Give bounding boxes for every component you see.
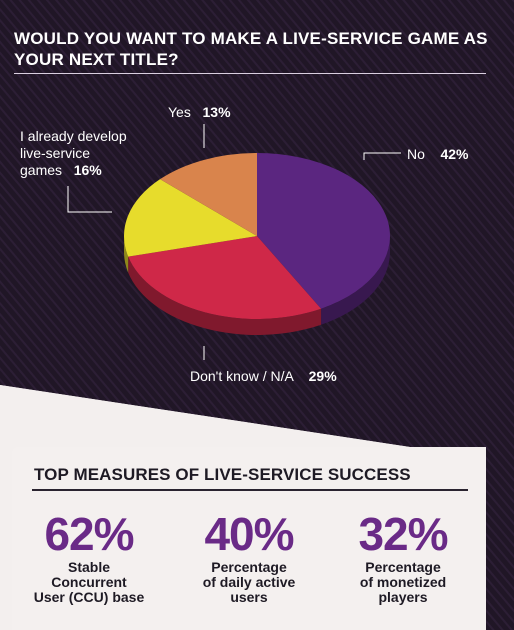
metric-monetized-desc: Percentage of monetized players bbox=[328, 560, 478, 605]
label-already-pct: 16% bbox=[73, 162, 102, 178]
measures-title: TOP MEASURES OF LIVE-SERVICE SUCCESS bbox=[34, 465, 411, 484]
label-yes: Yes 13% bbox=[168, 104, 231, 121]
pie-slice-i-already-develop-live-service-games bbox=[124, 179, 257, 257]
chart-title: WOULD YOU WANT TO MAKE A LIVE-SERVICE GA… bbox=[14, 29, 488, 69]
label-no: No 42% bbox=[407, 146, 469, 163]
pie-slice-yes bbox=[160, 153, 257, 236]
metric-ccu-line1: Stable bbox=[67, 559, 110, 575]
label-already: I already develop live-service games 16% bbox=[20, 128, 127, 179]
metric-ccu: 62% Stable Concurrent User (CCU) base bbox=[14, 509, 164, 605]
label-dontknow-pct: 29% bbox=[308, 368, 337, 384]
metric-dau-desc: Percentage of daily active users bbox=[174, 560, 324, 605]
pie-chart bbox=[67, 124, 401, 360]
label-already-line1: I already develop bbox=[20, 128, 127, 144]
label-no-pct: 42% bbox=[440, 146, 469, 162]
metric-monetized: 32% Percentage of monetized players bbox=[328, 509, 478, 605]
pie-slice-don-t-know-n-a bbox=[128, 236, 322, 319]
metric-dau-line2: of daily active bbox=[202, 574, 296, 590]
metric-monetized-line3: players bbox=[378, 589, 428, 605]
pie-side-i-already-develop-live-service-games bbox=[124, 236, 129, 273]
metric-dau-line3: users bbox=[230, 589, 268, 605]
metric-ccu-value: 62% bbox=[44, 508, 134, 560]
pie-side-don-t-know-n-a bbox=[128, 256, 322, 336]
label-dontknow: Don't know / N/A 29% bbox=[190, 368, 337, 385]
label-already-line2: live-service bbox=[20, 145, 91, 161]
metric-monetized-line1: Percentage bbox=[365, 559, 441, 575]
metric-dau-line1: Percentage bbox=[211, 559, 287, 575]
metric-dau: 40% Percentage of daily active users bbox=[174, 509, 324, 605]
leader-line-no bbox=[363, 152, 401, 160]
label-yes-name: Yes bbox=[168, 104, 191, 120]
metric-ccu-line2: Concurrent bbox=[51, 574, 127, 590]
label-already-line3: games bbox=[20, 162, 63, 178]
metric-ccu-desc: Stable Concurrent User (CCU) base bbox=[14, 560, 164, 605]
measures-divider bbox=[32, 489, 468, 491]
pie-slice-no bbox=[257, 153, 391, 309]
metric-monetized-line2: of monetized bbox=[359, 574, 447, 590]
label-no-name: No bbox=[407, 146, 425, 162]
label-yes-pct: 13% bbox=[202, 104, 231, 120]
leader-line-already bbox=[67, 186, 112, 213]
title-divider bbox=[14, 73, 486, 74]
measures-card: TOP MEASURES OF LIVE-SERVICE SUCCESS 62%… bbox=[12, 447, 486, 630]
label-dontknow-name: Don't know / N/A bbox=[190, 368, 294, 384]
metric-monetized-value: 32% bbox=[358, 508, 448, 560]
metric-ccu-line3: User (CCU) base bbox=[33, 589, 145, 605]
metric-dau-value: 40% bbox=[204, 508, 294, 560]
pie-side-no bbox=[321, 236, 390, 325]
